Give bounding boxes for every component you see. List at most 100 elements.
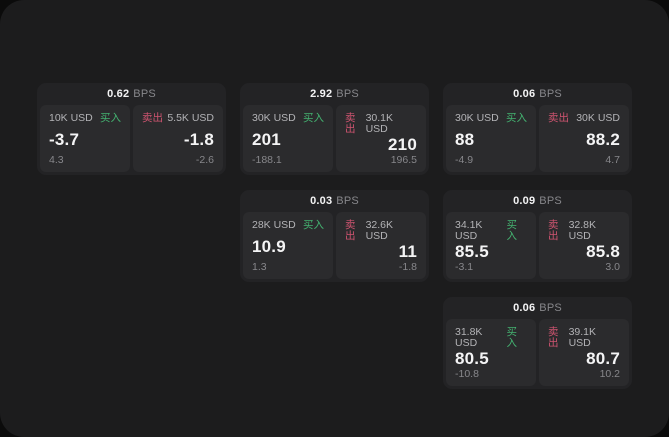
sell-amount: 39.1K USD (568, 326, 597, 349)
buy-pane[interactable]: 28K USD 买入 10.9 1.3 (243, 212, 333, 279)
buy-meta: 34.1K USD 买入 (455, 220, 527, 241)
bps-header: 0.06 BPS (446, 297, 629, 319)
sell-tag: 卖出 (548, 326, 559, 349)
buy-tag: 买入 (506, 112, 527, 124)
sell-meta: 卖出 5.5K USD (142, 113, 214, 124)
buy-delta: 1.3 (252, 260, 267, 273)
buy-meta: 31.8K USD 买入 (455, 327, 527, 348)
bps-header: 0.62 BPS (40, 83, 223, 105)
quote-card-6: 0.06 BPS 31.8K USD 买入 80.5 -10.8 卖出 39.1… (443, 297, 632, 389)
buy-pane[interactable]: 31.8K USD 买入 80.5 -10.8 (446, 319, 536, 386)
bps-header: 0.09 BPS (446, 190, 629, 212)
sell-tag: 卖出 (548, 219, 559, 242)
sell-tag: 卖出 (142, 112, 163, 124)
sell-delta: -2.6 (195, 153, 214, 166)
buy-tag: 买入 (303, 112, 324, 124)
quote-card-3: 0.06 BPS 30K USD 买入 88 -4.9 卖出 30K USD (443, 83, 632, 175)
buy-sell-panes: 28K USD 买入 10.9 1.3 卖出 32.6K USD 11 -1.8 (243, 212, 426, 279)
buy-price: 88 (455, 129, 475, 149)
sell-meta: 卖出 32.6K USD (345, 220, 417, 241)
quote-card-4: 0.03 BPS 28K USD 买入 10.9 1.3 卖出 32.6K US… (240, 190, 429, 282)
buy-sell-panes: 30K USD 买入 88 -4.9 卖出 30K USD 88.2 4.7 (446, 105, 629, 172)
buy-delta: -10.8 (455, 367, 479, 380)
bps-unit: BPS (336, 195, 359, 207)
sell-delta: 3.0 (605, 260, 620, 273)
sell-pane[interactable]: 卖出 32.8K USD 85.8 3.0 (539, 212, 629, 279)
buy-pane[interactable]: 34.1K USD 买入 85.5 -3.1 (446, 212, 536, 279)
buy-delta: 4.3 (49, 153, 64, 166)
sell-amount: 5.5K USD (167, 112, 214, 124)
sell-amount: 32.6K USD (365, 219, 394, 242)
buy-tag: 买入 (100, 112, 121, 124)
sell-price: 88.2 (586, 129, 620, 149)
buy-delta: -188.1 (252, 153, 282, 166)
sell-pane[interactable]: 卖出 30K USD 88.2 4.7 (539, 105, 629, 172)
sell-pane[interactable]: 卖出 32.6K USD 11 -1.8 (336, 212, 426, 279)
buy-amount: 10K USD (49, 112, 93, 124)
buy-amount: 30K USD (455, 112, 499, 124)
buy-sell-panes: 34.1K USD 买入 85.5 -3.1 卖出 32.8K USD 85.8… (446, 212, 629, 279)
bps-value: 0.06 (513, 88, 536, 100)
buy-sell-panes: 10K USD 买入 -3.7 4.3 卖出 5.5K USD -1.8 -2.… (40, 105, 223, 172)
quote-card-5: 0.09 BPS 34.1K USD 买入 85.5 -3.1 卖出 32.8K… (443, 190, 632, 282)
bps-unit: BPS (336, 88, 359, 100)
bps-unit: BPS (539, 302, 562, 314)
sell-delta: 4.7 (605, 153, 620, 166)
buy-price: 10.9 (252, 236, 286, 256)
buy-pane[interactable]: 30K USD 买入 201 -188.1 (243, 105, 333, 172)
sell-meta: 卖出 39.1K USD (548, 327, 620, 348)
sell-tag: 卖出 (345, 112, 356, 135)
bps-header: 2.92 BPS (243, 83, 426, 105)
sell-delta: 10.2 (599, 367, 620, 380)
sell-tag: 卖出 (345, 219, 356, 242)
buy-price: 85.5 (455, 241, 489, 261)
buy-amount: 30K USD (252, 112, 296, 124)
sell-meta: 卖出 30.1K USD (345, 113, 417, 134)
buy-delta: -4.9 (455, 153, 474, 166)
buy-amount: 31.8K USD (455, 326, 483, 349)
bps-value: 0.09 (513, 195, 536, 207)
sell-delta: 196.5 (390, 153, 417, 166)
sell-amount: 32.8K USD (568, 219, 597, 242)
bps-value: 2.92 (310, 88, 333, 100)
buy-pane[interactable]: 10K USD 买入 -3.7 4.3 (40, 105, 130, 172)
buy-meta: 10K USD 买入 (49, 113, 121, 124)
buy-tag: 买入 (506, 219, 517, 242)
buy-tag: 买入 (506, 326, 517, 349)
buy-amount: 28K USD (252, 219, 296, 231)
sell-pane[interactable]: 卖出 39.1K USD 80.7 10.2 (539, 319, 629, 386)
buy-pane[interactable]: 30K USD 买入 88 -4.9 (446, 105, 536, 172)
sell-price: 11 (398, 241, 417, 261)
buy-price: 201 (252, 129, 281, 149)
bps-header: 0.06 BPS (446, 83, 629, 105)
bps-header: 0.03 BPS (243, 190, 426, 212)
buy-price: -3.7 (49, 129, 80, 149)
sell-pane[interactable]: 卖出 30.1K USD 210 196.5 (336, 105, 426, 172)
quote-card-grid: 0.62 BPS 10K USD 买入 -3.7 4.3 卖出 5.5K USD (37, 83, 632, 389)
buy-amount: 34.1K USD (455, 219, 483, 242)
sell-amount: 30.1K USD (365, 112, 394, 135)
sell-price: 80.7 (586, 348, 620, 368)
bps-value: 0.62 (107, 88, 130, 100)
buy-meta: 30K USD 买入 (455, 113, 527, 124)
buy-meta: 28K USD 买入 (252, 220, 324, 231)
sell-tag: 卖出 (548, 112, 569, 124)
sell-price: -1.8 (183, 129, 214, 149)
bps-unit: BPS (539, 88, 562, 100)
sell-meta: 卖出 30K USD (548, 113, 620, 124)
bps-value: 0.03 (310, 195, 333, 207)
buy-sell-panes: 31.8K USD 买入 80.5 -10.8 卖出 39.1K USD 80.… (446, 319, 629, 386)
sell-pane[interactable]: 卖出 5.5K USD -1.8 -2.6 (133, 105, 223, 172)
buy-tag: 买入 (303, 219, 324, 231)
buy-sell-panes: 30K USD 买入 201 -188.1 卖出 30.1K USD 210 1… (243, 105, 426, 172)
quote-card-2: 2.92 BPS 30K USD 买入 201 -188.1 卖出 30.1K … (240, 83, 429, 175)
bps-unit: BPS (539, 195, 562, 207)
sell-meta: 卖出 32.8K USD (548, 220, 620, 241)
sell-amount: 30K USD (576, 112, 620, 124)
sell-price: 210 (388, 134, 417, 154)
buy-delta: -3.1 (455, 260, 474, 273)
bps-unit: BPS (133, 88, 156, 100)
bps-value: 0.06 (513, 302, 536, 314)
buy-meta: 30K USD 买入 (252, 113, 324, 124)
